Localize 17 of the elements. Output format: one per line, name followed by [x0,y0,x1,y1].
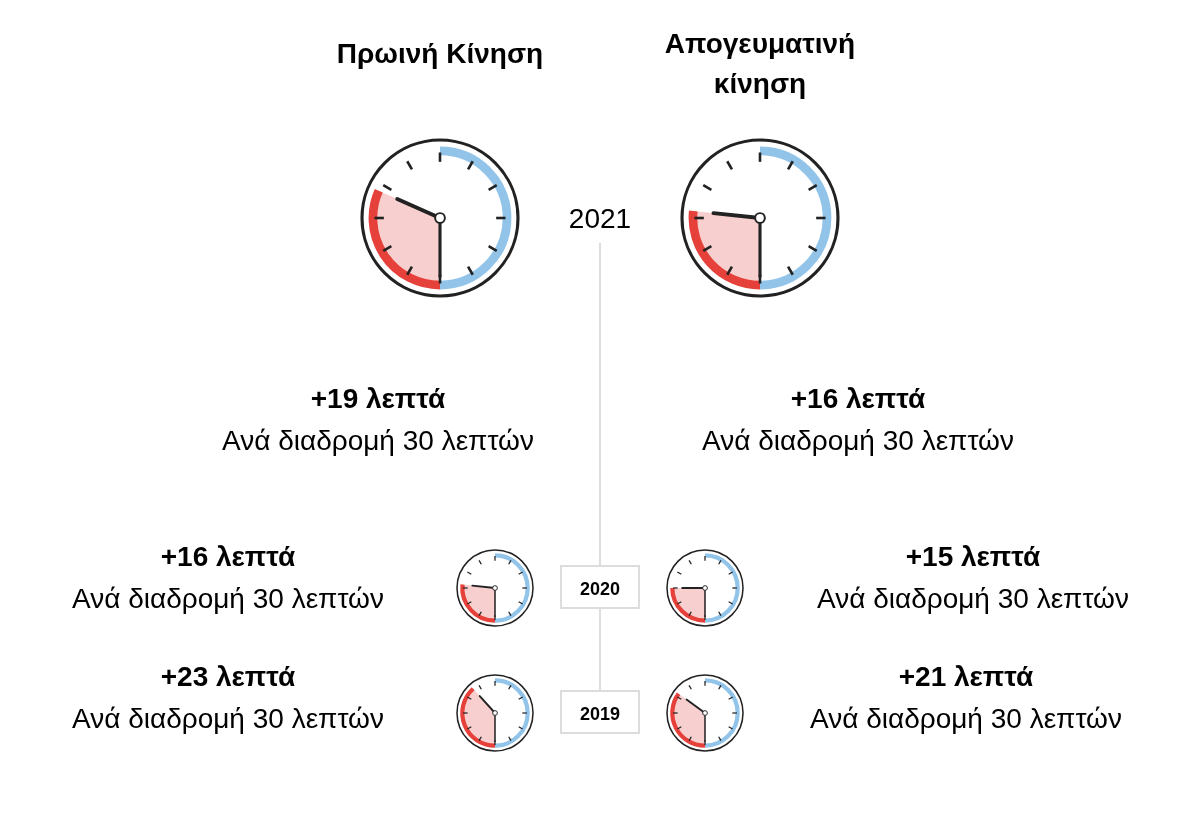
text: Ανά διαδρομή 30 λεπτών [810,703,1122,734]
category-label: Πρωινή Κίνηση [336,38,544,69]
text: 2019 [579,704,621,724]
data-label: +19 λεπτά [310,383,446,414]
category-label: Απογευματινή κίνηση [664,28,856,99]
text: 2020 [579,579,621,599]
data-label: +16 λεπτά [790,383,926,414]
data-label: +23 λεπτά [160,661,296,692]
text: 2021 [568,203,632,234]
data-label: +16 λεπτά [160,541,296,572]
text: Ανά διαδρομή 30 λεπτών [72,703,384,734]
data-label: +21 λεπτά [898,661,1034,692]
text: Ανά διαδρομή 30 λεπτών [702,425,1014,456]
text: Ανά διαδρομή 30 λεπτών [222,425,534,456]
text: Ανά διαδρομή 30 λεπτών [817,583,1129,614]
data-label: +15 λεπτά [905,541,1041,572]
text: Ανά διαδρομή 30 λεπτών [72,583,384,614]
